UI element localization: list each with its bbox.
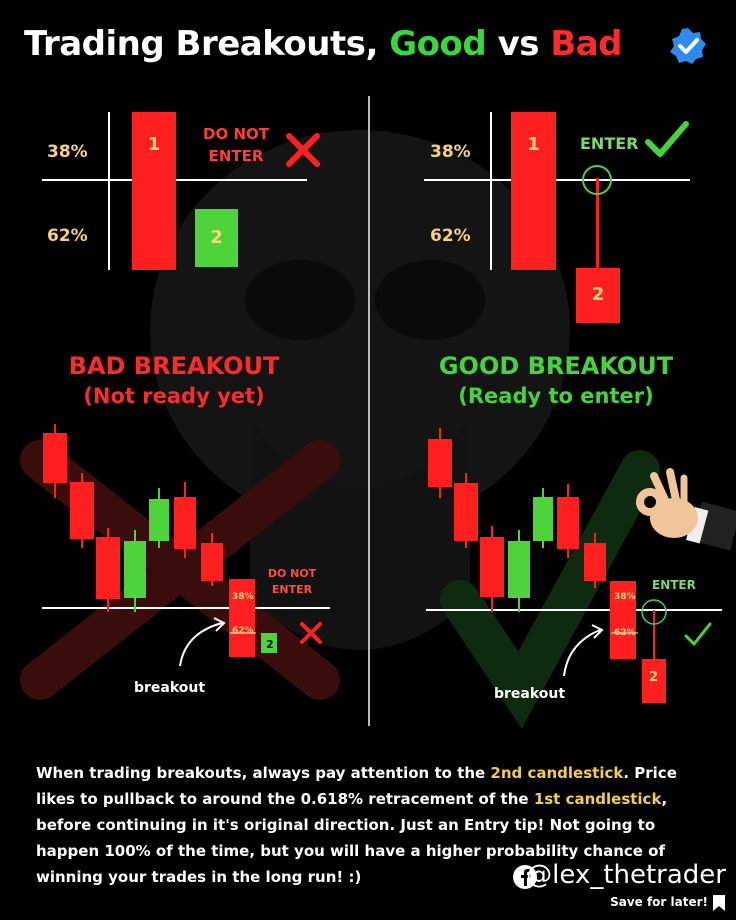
right-vertical-line xyxy=(490,112,492,270)
left-candle-2-label: 2 xyxy=(210,227,223,248)
good-breakout-subtitle: (Ready to enter) xyxy=(458,384,654,408)
good-chart-pct-38: 38% xyxy=(614,592,636,602)
bad-chart-candle-2-label: 2 xyxy=(266,638,274,651)
good-chart-enter-label: ENTER xyxy=(652,578,696,592)
bad-candle-4 xyxy=(124,541,146,598)
cross-icon xyxy=(286,133,320,167)
left-candle-2 xyxy=(195,209,238,267)
bad-candle-3 xyxy=(96,537,120,599)
bad-breakout-title: BAD BREAKOUT xyxy=(68,352,280,380)
good-breakout-arrow xyxy=(563,629,601,677)
bad-candle-8 xyxy=(229,579,255,657)
left-candle-1 xyxy=(132,112,176,270)
left-pct-62: 62% xyxy=(47,226,88,246)
checkmark-icon xyxy=(645,121,689,157)
bad-chart-warning: DO NOT ENTER xyxy=(267,567,317,596)
good-arrowhead xyxy=(591,624,604,639)
save-for-later-text: Save for later! xyxy=(610,895,708,909)
bad-candle-7 xyxy=(201,543,223,581)
good-candle-1 xyxy=(428,439,452,487)
entry-circle-icon xyxy=(582,165,612,195)
good-candle-9 xyxy=(642,659,666,703)
good-candle-7 xyxy=(584,543,606,581)
left-candle-1-label: 1 xyxy=(147,134,161,155)
ok-hand-icon xyxy=(636,468,736,551)
good-candle-8 xyxy=(610,581,636,659)
explanation-text: When trading breakouts, always pay atten… xyxy=(36,764,677,886)
bookmark-icon xyxy=(713,895,725,911)
right-enter-label: ENTER xyxy=(580,134,639,153)
good-entry-circle xyxy=(641,599,667,625)
good-chart-candle-2-label: 2 xyxy=(649,670,659,685)
right-pct-38: 38% xyxy=(430,142,471,162)
left-vertical-line xyxy=(108,112,110,270)
right-candle-1-label: 1 xyxy=(527,134,540,155)
right-pct-62: 62% xyxy=(430,226,471,246)
right-candle-2 xyxy=(576,268,620,323)
good-breakout-chart xyxy=(426,428,722,703)
facebook-icon xyxy=(513,865,537,889)
right-horizontal-line xyxy=(424,179,690,181)
good-candle-4 xyxy=(508,541,530,598)
bad-candle-1 xyxy=(43,433,67,483)
bad-breakout-subtitle: (Not ready yet) xyxy=(83,384,265,408)
bad-candle-9 xyxy=(261,633,277,653)
good-candle-5 xyxy=(533,497,553,541)
bad-breakout-label: breakout xyxy=(134,680,206,696)
panel-divider xyxy=(368,96,370,726)
bad-chart-pct-62: 62% xyxy=(232,626,254,636)
left-warning: DO NOT ENTER xyxy=(203,125,269,165)
bad-cross-icon xyxy=(300,622,322,644)
bad-chart-pct-38: 38% xyxy=(232,592,254,602)
bad-candle-6 xyxy=(174,497,196,549)
right-candle-1 xyxy=(511,112,556,270)
page-title: Trading Breakouts, Good vs Bad xyxy=(24,24,623,64)
bad-breakout-arrow xyxy=(179,622,223,667)
bad-candle-5 xyxy=(149,499,169,541)
good-chart-pct-62: 62% xyxy=(614,628,636,638)
verified-badge-icon xyxy=(670,28,706,64)
bad-breakout-chart xyxy=(42,424,330,667)
bad-arrowhead xyxy=(213,617,226,632)
left-pct-38: 38% xyxy=(47,142,88,162)
right-candle-2-wick xyxy=(596,178,599,270)
good-candle-3 xyxy=(480,537,504,597)
bad-candle-2 xyxy=(70,482,94,539)
good-candle-6 xyxy=(557,497,579,549)
good-candle-2 xyxy=(454,483,478,541)
good-breakout-title: GOOD BREAKOUT xyxy=(438,352,674,380)
author-handle: @lex_thetrader xyxy=(526,860,726,890)
good-check-icon xyxy=(684,622,712,646)
good-breakout-label: breakout xyxy=(494,686,566,702)
right-candle-2-label: 2 xyxy=(591,284,605,305)
